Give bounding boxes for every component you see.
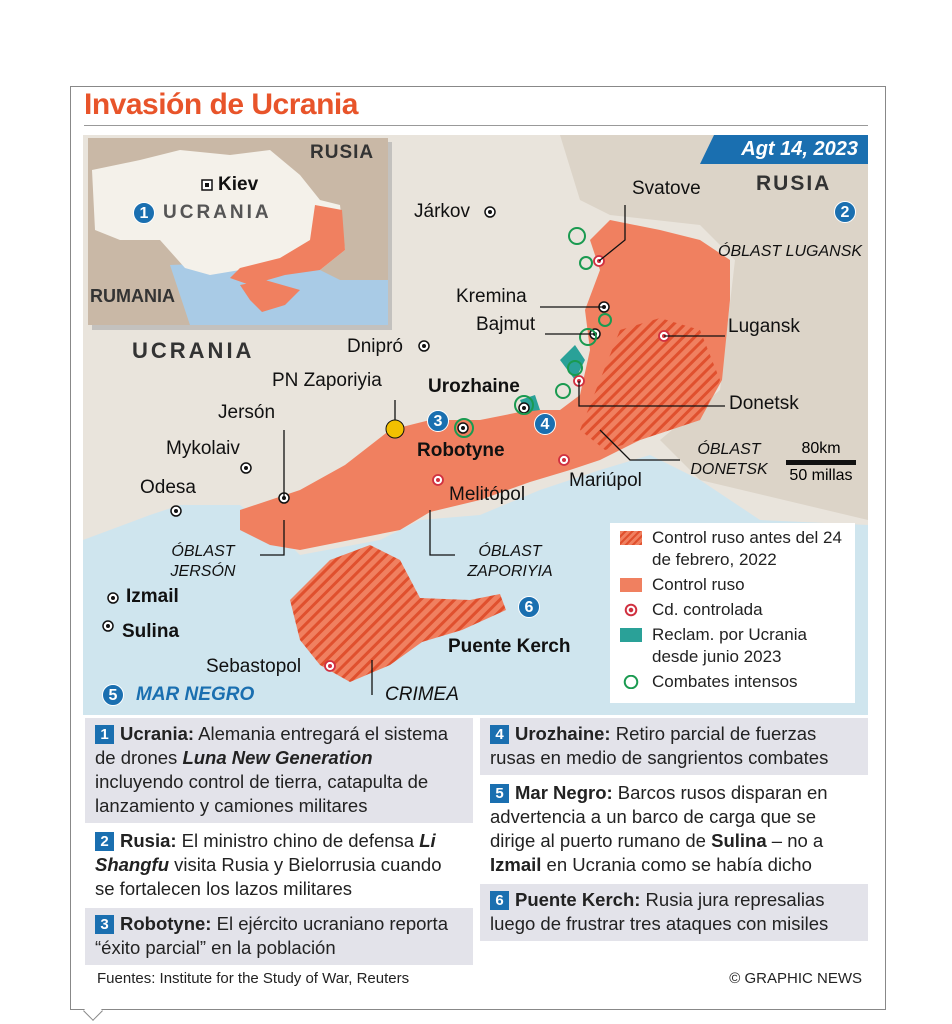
city-sevastopol: Sebastopol	[206, 656, 302, 677]
legend-item: Control ruso antes del 24 de febrero, 20…	[620, 527, 855, 571]
city-dnipro: Dnipró	[347, 336, 403, 357]
marker-2[interactable]: 2	[834, 201, 856, 223]
crimea-area	[290, 545, 506, 682]
city-kharkiv: Járkov	[414, 201, 470, 222]
coral-swatch-icon	[620, 578, 642, 592]
notes-left: 1 Ucrania: Alemania entregará el sistema …	[85, 718, 473, 967]
title-rule	[84, 125, 868, 126]
legend-item: Control ruso	[620, 574, 855, 596]
note-4: 4 Urozhaine: Retiro parcial de fuerzas ru…	[480, 718, 868, 777]
city-mariupol: Mariúpol	[569, 470, 642, 491]
russia-land	[540, 135, 868, 520]
marker-4[interactable]: 4	[534, 413, 556, 435]
russia-label: RUSIA	[756, 172, 832, 195]
note-text: Mar Negro:	[515, 782, 613, 803]
note-2: 2 Rusia: El ministro chino de defensa Li …	[85, 825, 473, 908]
oblast-donetsk-label: ÓBLAST DONETSK	[690, 441, 768, 478]
note-text: El ejército ucraniano reporta “éxito par…	[95, 913, 448, 958]
page-title: Invasión de Ucrania	[84, 88, 358, 121]
ukraine-label: UCRANIA	[132, 338, 255, 363]
city-urozhaine: Urozhaine	[428, 376, 520, 397]
legend-item: Cd. controlada	[620, 599, 855, 621]
reclaimed-area	[520, 345, 585, 412]
kiev-label: Kiev	[218, 174, 259, 195]
nuclear-plant-icon	[385, 419, 405, 439]
city-svatove: Svatove	[632, 178, 701, 199]
note-text: El ministro chino de defensa	[176, 830, 420, 851]
oblast-kherson-label: ÓBLAST JERSÓN	[170, 543, 236, 580]
oblast-lugansk-label: ÓBLAST LUGANSK	[718, 243, 863, 260]
city-odesa: Odesa	[140, 477, 196, 498]
inset-ukraine-label: UCRANIA	[163, 202, 272, 223]
notes-right: 4 Urozhaine: Retiro parcial de fuerzas ru…	[480, 718, 868, 943]
city-melitopol: Melitópol	[449, 484, 526, 505]
note-text: Ucrania:	[120, 723, 195, 744]
city-kerch-bridge: Puente Kerch	[448, 636, 571, 657]
note-text: Rusia:	[120, 830, 177, 851]
legend-item: Combates intensos	[620, 671, 855, 693]
note-number: 5	[490, 784, 509, 803]
crimea-label: CRIMEA	[385, 684, 459, 705]
city-izmail: Izmail	[126, 586, 179, 607]
city-kremina: Kremina	[456, 286, 527, 307]
note-1: 1 Ucrania: Alemania entregará el sistema …	[85, 718, 473, 825]
note-text: – no a	[766, 830, 824, 851]
frame	[70, 86, 886, 1010]
note-number: 6	[490, 891, 509, 910]
city-luhansk: Lugansk	[728, 316, 800, 337]
teal-swatch-icon	[620, 628, 642, 642]
note-text: Barcos rusos disparan en advertencia a u…	[490, 782, 828, 851]
scale-bar: 80km 50 millas	[786, 440, 856, 485]
hatched-swatch-icon	[620, 531, 642, 545]
note-text: incluyendo control de tierra, catapulta …	[95, 771, 429, 816]
note-6: 6 Puente Kerch: Rusia jura represalias lu…	[480, 884, 868, 943]
city-robotyne: Robotyne	[417, 440, 505, 461]
legend-item: Reclam. por Ucrania desde junio 2023	[620, 624, 855, 668]
inset-russia-label: RUSIA	[310, 142, 375, 163]
city-bakhmut: Bajmut	[476, 314, 536, 335]
marker-6[interactable]: 6	[518, 596, 540, 618]
note-number: 2	[95, 832, 114, 851]
sources: Fuentes: Institute for the Study of War,…	[97, 970, 410, 987]
note-5: 5 Mar Negro: Barcos rusos disparan en adv…	[480, 777, 868, 884]
note-text: Li Shangfu	[95, 830, 436, 875]
pre-2022-donbas	[580, 318, 720, 450]
note-text: Luna New Generation	[182, 747, 373, 768]
city-kherson: Jersón	[218, 402, 276, 423]
green-ring-icon	[620, 675, 642, 689]
black-sea-label: MAR NEGRO	[136, 684, 255, 705]
note-number: 1	[95, 725, 114, 744]
note-text: en Ucrania como se había dicho	[541, 854, 812, 875]
marker-1[interactable]: 1	[133, 202, 155, 224]
note-text: Alemania entregará el sistema de drones	[95, 723, 449, 768]
city-donetsk: Donetsk	[729, 393, 799, 414]
credit: © GRAPHIC NEWS	[729, 970, 862, 987]
note-text: Puente Kerch:	[515, 889, 641, 910]
date-banner: Agt 14, 2023	[700, 135, 868, 164]
city-mykolaiv: Mykolaiv	[166, 438, 240, 459]
red-ring-dot-icon	[620, 603, 642, 617]
leader-lines	[260, 205, 725, 695]
note-text: Sulina	[711, 830, 767, 851]
note-text: Robotyne:	[120, 913, 212, 934]
note-text: visita Rusia y Bielorrusia cuando se for…	[95, 854, 442, 899]
note-3: 3 Robotyne: El ejército ucraniano reporta…	[85, 908, 473, 967]
city-sulina: Sulina	[122, 621, 180, 642]
note-number: 3	[95, 915, 114, 934]
note-text: Retiro parcial de fuerzas rusas en medio…	[490, 723, 829, 768]
marker-5[interactable]: 5	[102, 684, 124, 706]
inset-romania-label: RUMANIA	[90, 286, 175, 306]
note-text: Izmail	[490, 854, 542, 875]
note-text: Urozhaine:	[515, 723, 611, 744]
legend: Control ruso antes del 24 de febrero, 20…	[610, 523, 855, 703]
city-npp: PN Zaporiyia	[272, 370, 382, 391]
oblast-zaporizhzhia-label: ÓBLAST ZAPORIYIA	[467, 543, 553, 580]
note-number: 4	[490, 725, 509, 744]
note-text: Rusia jura represalias luego de frustrar…	[490, 889, 829, 934]
marker-3[interactable]: 3	[427, 410, 449, 432]
